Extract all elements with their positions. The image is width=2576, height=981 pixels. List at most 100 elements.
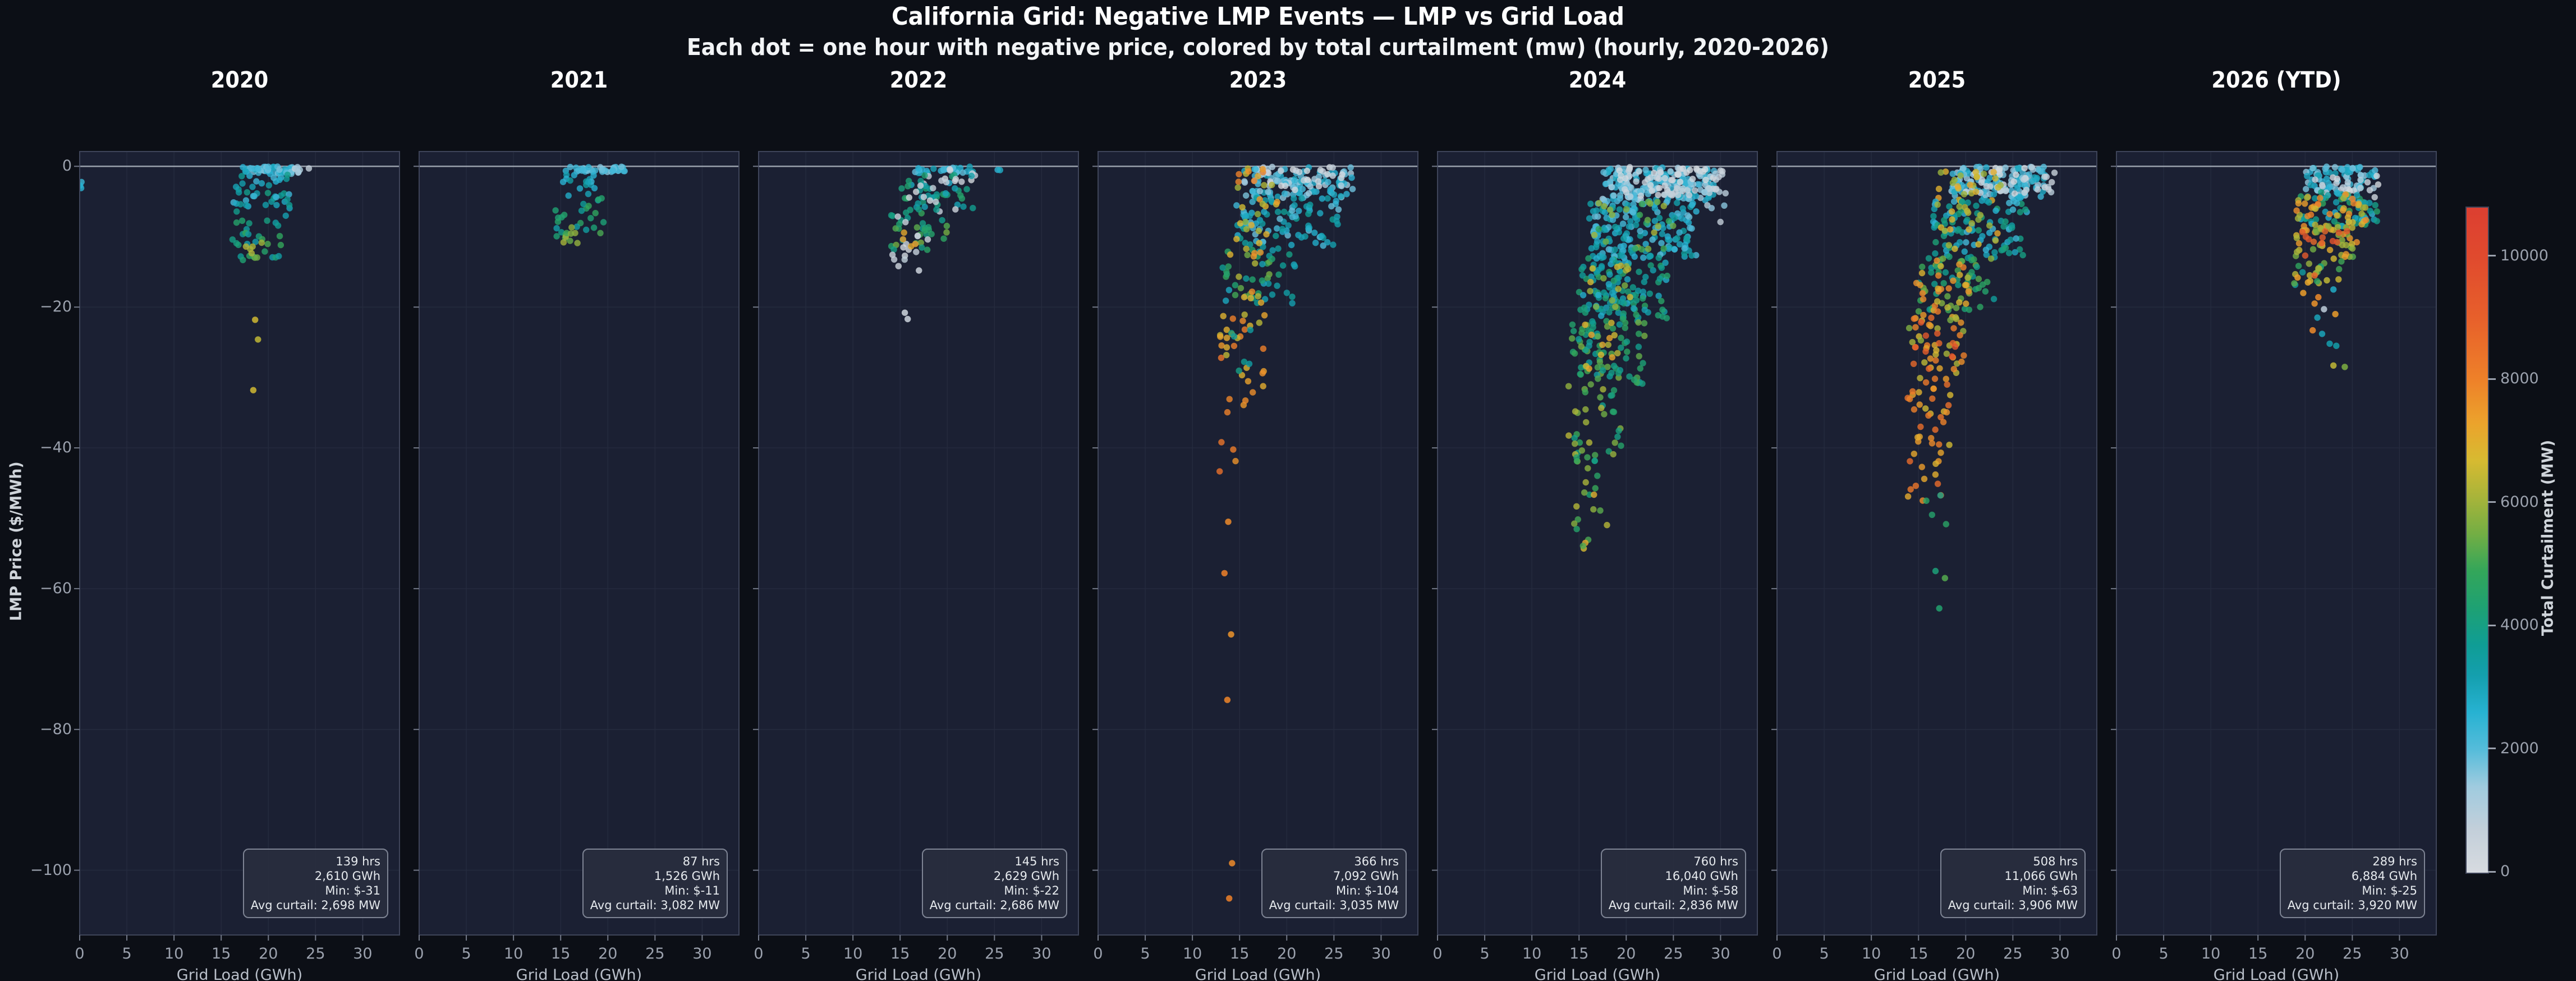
colorbar-label: Total Curtailment (MW) bbox=[2538, 439, 2557, 636]
x-tick-label: 25 bbox=[2003, 945, 2023, 962]
x-tick-label: 15 bbox=[551, 945, 571, 962]
data-points bbox=[2291, 163, 2382, 370]
x-tick-label: 5 bbox=[122, 945, 132, 962]
x-axis-label: Grid Load (GWh) bbox=[855, 966, 982, 981]
stats-line: Avg curtail: 3,035 MW bbox=[1269, 899, 1399, 912]
x-axis-label: Grid Load (GWh) bbox=[176, 966, 303, 981]
x-tick-label: 15 bbox=[890, 945, 910, 962]
x-tick-label: 25 bbox=[645, 945, 665, 962]
stats-line: 508 hrs bbox=[2033, 855, 2078, 868]
stats-line: 7,092 GWh bbox=[1333, 869, 1399, 883]
colorbar-gradient bbox=[2465, 207, 2489, 874]
x-axis-label: Grid Load (GWh) bbox=[516, 966, 642, 981]
stats-box: 289 hrs 6,884 GWh Min: $-25 Avg curtail: 3,… bbox=[2279, 849, 2425, 918]
stats-line: 760 hrs bbox=[1693, 855, 1738, 868]
colorbar-tick-mark bbox=[2488, 624, 2496, 626]
stats-line: Min: $-58 bbox=[1683, 884, 1738, 897]
stats-line: Min: $-11 bbox=[664, 884, 720, 897]
plot-border bbox=[419, 151, 740, 936]
colorbar-tick-mark bbox=[2488, 378, 2496, 380]
tick-marks bbox=[74, 166, 364, 941]
plot-background bbox=[419, 152, 739, 935]
x-tick-label: 20 bbox=[259, 945, 278, 962]
scatter-plot bbox=[1092, 151, 1418, 941]
y-tick-label: −60 bbox=[40, 579, 72, 597]
x-tick-label: 5 bbox=[1480, 945, 1490, 962]
stats-line: 139 hrs bbox=[336, 855, 380, 868]
y-tick-label: −80 bbox=[40, 720, 72, 738]
x-tick-label: 0 bbox=[1772, 945, 1782, 962]
stats-line: Avg curtail: 3,082 MW bbox=[590, 899, 720, 912]
plot-border bbox=[2116, 151, 2437, 936]
plot-border bbox=[758, 151, 1079, 936]
stats-box: 508 hrs 11,066 GWh Min: $-63 Avg curtail: 3… bbox=[1940, 849, 2086, 918]
stats-line: 289 hrs bbox=[2372, 855, 2417, 868]
stats-line: Min: $-22 bbox=[1004, 884, 1059, 897]
x-tick-label: 30 bbox=[2390, 945, 2409, 962]
x-tick-label: 0 bbox=[75, 945, 85, 962]
subplot-title: 2021 bbox=[550, 67, 608, 93]
x-tick-label: 0 bbox=[1432, 945, 1443, 962]
data-points bbox=[888, 163, 1003, 323]
stats-line: Min: $-63 bbox=[2022, 884, 2078, 897]
stats-line: Avg curtail: 2,698 MW bbox=[250, 899, 380, 912]
colorbar-tick-label: 8000 bbox=[2500, 370, 2539, 388]
x-tick-label: 20 bbox=[1617, 945, 1636, 962]
y-tick-label: 0 bbox=[62, 157, 72, 175]
x-tick-label: 5 bbox=[1140, 945, 1150, 962]
stats-box-anchor: 139 hrs 2,610 GWh Min: $-31 Avg curtail: 2,… bbox=[80, 849, 388, 918]
colorbar-tick-mark bbox=[2488, 870, 2496, 873]
subplot-title: 2022 bbox=[889, 67, 948, 93]
x-tick-label: 25 bbox=[1324, 945, 1344, 962]
x-tick-label: 15 bbox=[1909, 945, 1928, 962]
scatter-plot bbox=[2111, 151, 2437, 941]
stats-line: Avg curtail: 2,836 MW bbox=[1608, 899, 1738, 912]
x-axis-label: Grid Load (GWh) bbox=[1874, 966, 2000, 981]
data-points bbox=[1904, 163, 2058, 612]
plot-border bbox=[1098, 151, 1418, 936]
stats-box: 760 hrs 16,040 GWh Min: $-58 Avg curtail: 2… bbox=[1600, 849, 1746, 918]
scatter-plot bbox=[1432, 151, 1758, 941]
x-tick-label: 20 bbox=[1277, 945, 1297, 962]
y-tick-label: −100 bbox=[30, 861, 72, 879]
x-tick-label: 20 bbox=[2295, 945, 2315, 962]
scatter-plot bbox=[1771, 151, 2097, 941]
tick-marks bbox=[753, 166, 1043, 941]
stats-box: 366 hrs 7,092 GWh Min: $-104 Avg curtail: 3… bbox=[1261, 849, 1407, 918]
x-axis-label: Grid Load (GWh) bbox=[1195, 966, 1321, 981]
colorbar-tick-label: 0 bbox=[2500, 863, 2510, 880]
y-axis-label: LMP Price ($/MWh) bbox=[6, 461, 25, 621]
x-axis-label: Grid Load (GWh) bbox=[2213, 966, 2340, 981]
x-tick-label: 10 bbox=[1861, 945, 1881, 962]
colorbar-tick-label: 6000 bbox=[2500, 493, 2539, 511]
x-tick-label: 25 bbox=[2343, 945, 2362, 962]
stats-line: 6,884 GWh bbox=[2351, 869, 2417, 883]
tick-marks bbox=[1771, 166, 2061, 941]
stats-line: 1,526 GWh bbox=[654, 869, 720, 883]
scatter-plot bbox=[414, 151, 740, 941]
tick-marks bbox=[414, 166, 703, 941]
x-tick-label: 30 bbox=[1371, 945, 1391, 962]
stats-box-anchor: 87 hrs 1,526 GWh Min: $-11 Avg curtail: 3,0… bbox=[419, 849, 728, 918]
data-points bbox=[552, 163, 628, 246]
x-tick-label: 5 bbox=[461, 945, 471, 962]
stats-box-anchor: 508 hrs 11,066 GWh Min: $-63 Avg curtail: 3… bbox=[1777, 849, 2086, 918]
stats-box: 87 hrs 1,526 GWh Min: $-11 Avg curtail: 3,0… bbox=[582, 849, 728, 918]
tick-marks bbox=[1432, 166, 1721, 941]
stats-box-anchor: 145 hrs 2,629 GWh Min: $-22 Avg curtail: 2,… bbox=[759, 849, 1067, 918]
data-points bbox=[80, 163, 313, 393]
x-tick-label: 30 bbox=[2050, 945, 2070, 962]
chart-subtitle: Each dot = one hour with negative price,… bbox=[687, 34, 1829, 61]
stats-line: 2,629 GWh bbox=[993, 869, 1059, 883]
scatter-plot bbox=[753, 151, 1079, 941]
subplot-title: 2020 bbox=[210, 67, 269, 93]
data-points bbox=[1216, 163, 1356, 902]
x-tick-label: 10 bbox=[503, 945, 524, 962]
x-tick-label: 30 bbox=[1711, 945, 1730, 962]
stats-line: 87 hrs bbox=[682, 855, 720, 868]
stats-box-anchor: 366 hrs 7,092 GWh Min: $-104 Avg curtail: 3… bbox=[1098, 849, 1407, 918]
data-points bbox=[1565, 164, 1729, 552]
stats-line: Avg curtail: 3,920 MW bbox=[2287, 899, 2417, 912]
plot-border bbox=[79, 151, 400, 936]
